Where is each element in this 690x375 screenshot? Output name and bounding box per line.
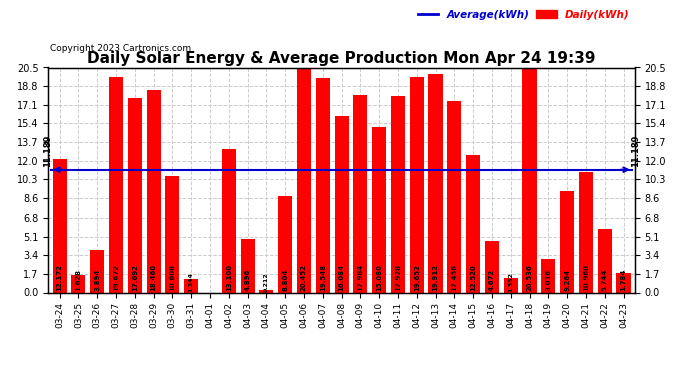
Text: 8.804: 8.804 <box>282 268 288 291</box>
Text: 10.608: 10.608 <box>169 264 175 291</box>
Bar <box>428 74 442 292</box>
Bar <box>221 149 236 292</box>
Bar <box>109 76 123 292</box>
Text: 12.520: 12.520 <box>470 264 476 291</box>
Text: 19.672: 19.672 <box>113 264 119 291</box>
Text: 5.744: 5.744 <box>602 268 608 291</box>
Text: 1.784: 1.784 <box>620 268 627 291</box>
Text: Copyright 2023 Cartronics.com: Copyright 2023 Cartronics.com <box>50 44 191 53</box>
Bar <box>410 77 424 292</box>
Text: 17.692: 17.692 <box>132 264 138 291</box>
Bar <box>353 95 367 292</box>
Text: 0.212: 0.212 <box>264 272 269 292</box>
Bar <box>447 101 462 292</box>
Text: 11.189: 11.189 <box>43 135 52 168</box>
Bar <box>166 176 179 292</box>
Bar <box>52 159 67 292</box>
Text: 1.628: 1.628 <box>75 269 81 291</box>
Text: 17.928: 17.928 <box>395 264 401 291</box>
Bar <box>71 274 86 292</box>
Text: 17.456: 17.456 <box>451 264 457 291</box>
Text: 1.352: 1.352 <box>509 272 513 292</box>
Bar <box>372 127 386 292</box>
Text: 4.672: 4.672 <box>489 269 495 291</box>
Bar <box>184 279 198 292</box>
Text: 20.452: 20.452 <box>301 264 307 291</box>
Bar <box>466 155 480 292</box>
Bar <box>598 230 612 292</box>
Text: 9.264: 9.264 <box>564 269 570 291</box>
Bar <box>128 98 142 292</box>
Title: Daily Solar Energy & Average Production Mon Apr 24 19:39: Daily Solar Energy & Average Production … <box>88 51 595 66</box>
Text: 11.189: 11.189 <box>631 135 640 168</box>
Text: 16.084: 16.084 <box>339 264 344 291</box>
Bar <box>241 239 255 292</box>
Legend: Average(kWh), Daily(kWh): Average(kWh), Daily(kWh) <box>417 10 629 20</box>
Text: 20.536: 20.536 <box>526 264 533 291</box>
Bar <box>579 172 593 292</box>
Text: 1.244: 1.244 <box>188 272 194 292</box>
Bar <box>316 78 330 292</box>
Bar <box>278 196 292 292</box>
Bar <box>146 90 161 292</box>
Bar <box>335 116 348 292</box>
Bar <box>541 260 555 292</box>
Text: 12.172: 12.172 <box>57 264 63 291</box>
Text: 3.016: 3.016 <box>545 269 551 291</box>
Bar <box>259 290 273 292</box>
Text: 19.652: 19.652 <box>414 264 420 291</box>
Text: 10.960: 10.960 <box>583 264 589 291</box>
Text: 3.894: 3.894 <box>94 268 100 291</box>
Text: 15.080: 15.080 <box>376 264 382 291</box>
Text: 19.548: 19.548 <box>319 264 326 291</box>
Text: 13.100: 13.100 <box>226 264 232 291</box>
Text: 17.984: 17.984 <box>357 264 364 291</box>
Text: 18.460: 18.460 <box>150 264 157 291</box>
Text: 19.912: 19.912 <box>433 264 439 291</box>
Text: 4.896: 4.896 <box>244 268 250 291</box>
Bar <box>616 273 631 292</box>
Bar <box>504 278 518 292</box>
Bar <box>522 67 537 292</box>
Bar <box>90 250 104 292</box>
Bar <box>297 68 311 292</box>
Bar <box>485 241 499 292</box>
Bar <box>560 191 574 292</box>
Bar <box>391 96 405 292</box>
